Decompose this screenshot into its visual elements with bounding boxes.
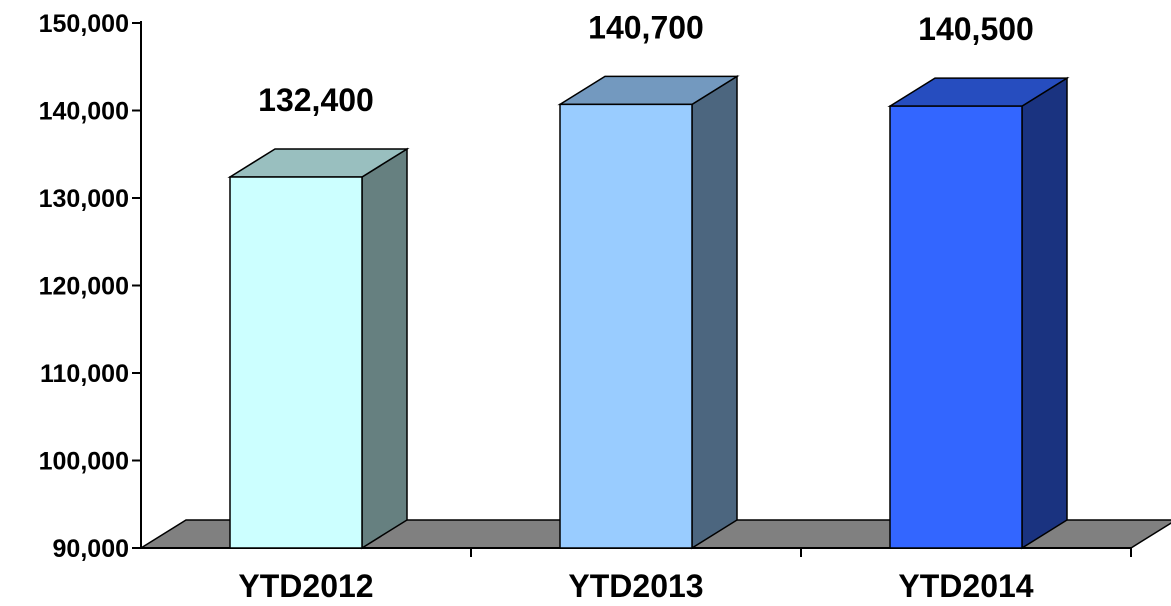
chart-axes: 90,000 100,000 110,000 120,000 130,000 140,00…	[39, 10, 1132, 563]
y-tick-label: 100,000	[39, 448, 129, 476]
x-category-label: YTD2012	[238, 568, 373, 604]
bar-front-face	[229, 176, 363, 549]
y-tick-label: 130,000	[39, 185, 129, 213]
y-tick-label: 120,000	[39, 273, 129, 301]
bar-ytd2014	[887, 76, 1070, 550]
bar-side-face	[1021, 76, 1068, 550]
y-tick-label: 110,000	[40, 360, 129, 388]
bar-ytd2013	[557, 75, 740, 550]
y-tick-label: 90,000	[53, 535, 129, 563]
data-label: 140,700	[588, 9, 704, 45]
x-category-label: YTD2014	[898, 568, 1033, 604]
chart-labels: 132,400 YTD2012 140,700 YTD2013 140,500 YTD20…	[238, 9, 1033, 604]
bar-side-face	[361, 147, 408, 550]
bar-ytd2012	[227, 147, 410, 550]
data-label: 132,400	[258, 82, 374, 118]
bar-side-face	[691, 75, 738, 550]
y-tick-label: 140,000	[39, 98, 129, 126]
data-label: 140,500	[918, 11, 1034, 47]
chart-bars	[227, 75, 1070, 550]
bar-front-face	[889, 105, 1023, 549]
bar-front-face	[559, 103, 693, 549]
y-tick-label: 150,000	[39, 10, 129, 38]
x-category-label: YTD2013	[568, 568, 703, 604]
